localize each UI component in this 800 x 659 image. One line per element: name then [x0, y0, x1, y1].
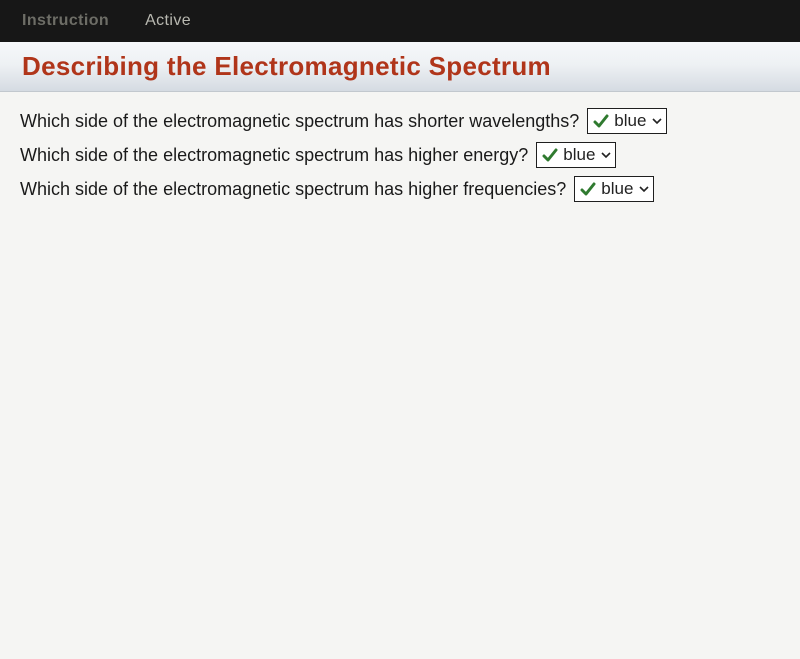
chevron-down-icon: [599, 145, 613, 165]
lesson-title-banner: Describing the Electromagnetic Spectrum: [0, 42, 800, 92]
answer-dropdown[interactable]: blue: [574, 176, 654, 202]
lesson-title: Describing the Electromagnetic Spectrum: [22, 51, 551, 82]
tab-instruction[interactable]: Instruction: [22, 12, 109, 30]
answer-dropdown[interactable]: blue: [536, 142, 616, 168]
tab-active[interactable]: Active: [145, 12, 191, 30]
content-area: Which side of the electromagnetic spectr…: [0, 92, 800, 659]
question-text: Which side of the electromagnetic spectr…: [20, 145, 528, 166]
check-icon: [579, 179, 597, 199]
answer-dropdown[interactable]: blue: [587, 108, 667, 134]
question-row: Which side of the electromagnetic spectr…: [20, 108, 780, 134]
question-text: Which side of the electromagnetic spectr…: [20, 111, 579, 132]
question-text: Which side of the electromagnetic spectr…: [20, 179, 566, 200]
chevron-down-icon: [650, 111, 664, 131]
answer-value: blue: [614, 111, 646, 131]
answer-value: blue: [563, 145, 595, 165]
chevron-down-icon: [637, 179, 651, 199]
check-icon: [541, 145, 559, 165]
question-row: Which side of the electromagnetic spectr…: [20, 176, 780, 202]
top-tab-bar: Instruction Active: [0, 0, 800, 42]
question-row: Which side of the electromagnetic spectr…: [20, 142, 780, 168]
answer-value: blue: [601, 179, 633, 199]
check-icon: [592, 111, 610, 131]
